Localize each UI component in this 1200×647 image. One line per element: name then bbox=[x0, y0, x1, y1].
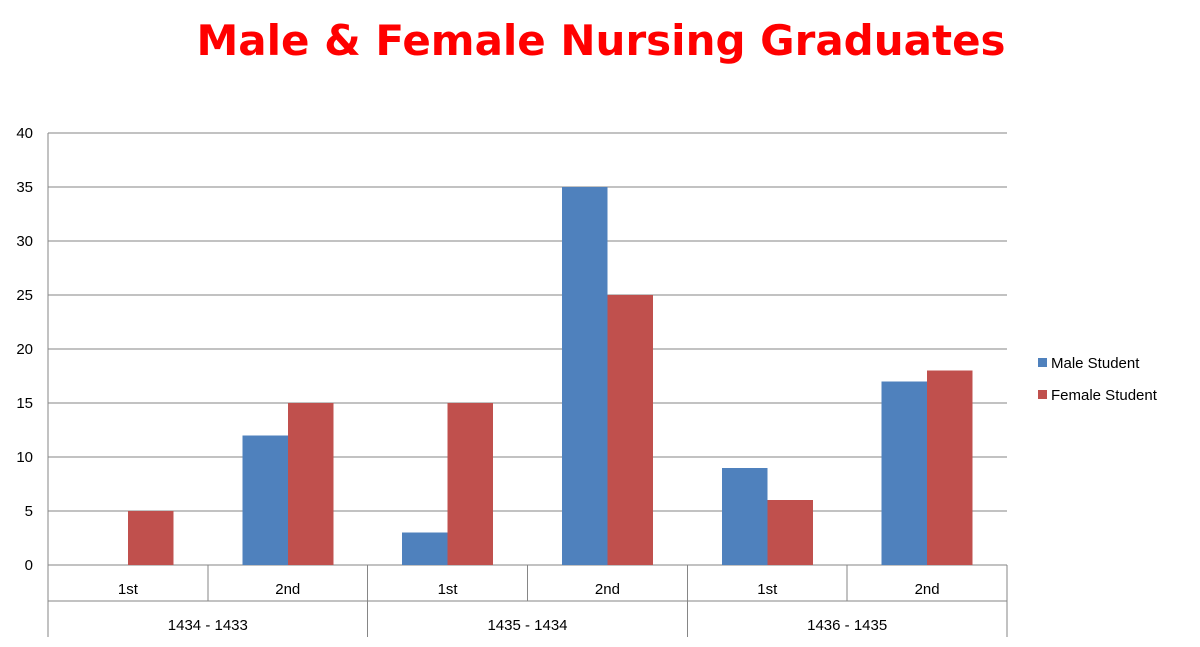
x-tick-label: 2nd bbox=[275, 581, 300, 598]
y-tick-label: 40 bbox=[16, 125, 33, 142]
bar-male bbox=[881, 381, 928, 565]
bar-female bbox=[127, 511, 174, 565]
legend-label: Male Student bbox=[1051, 355, 1140, 372]
x-tick-label: 2nd bbox=[915, 581, 940, 598]
gridlines bbox=[48, 132, 1007, 566]
bar-male bbox=[242, 435, 288, 565]
group-label: 1435 - 1434 bbox=[487, 617, 567, 634]
group-label: 1434 - 1433 bbox=[168, 617, 248, 634]
legend: Male Student Female Student bbox=[1038, 355, 1158, 404]
bar-male bbox=[721, 467, 768, 565]
bar-female bbox=[607, 295, 653, 565]
bars bbox=[127, 187, 973, 565]
legend-swatch bbox=[1038, 390, 1047, 399]
y-tick-label: 10 bbox=[16, 449, 33, 466]
legend-swatch bbox=[1038, 358, 1047, 367]
bar-female bbox=[287, 403, 334, 565]
bar-female bbox=[767, 500, 813, 565]
chart-title: Male & Female Nursing Graduates bbox=[196, 16, 1006, 65]
y-tick-label: 0 bbox=[25, 557, 33, 574]
y-tick-label: 15 bbox=[16, 395, 33, 412]
x-tick-label: 1st bbox=[438, 581, 459, 598]
y-tick-label: 30 bbox=[16, 233, 33, 250]
x-tick-label: 2nd bbox=[595, 581, 620, 598]
group-label: 1436 - 1435 bbox=[807, 617, 887, 634]
x-tick-label: 1st bbox=[118, 581, 139, 598]
legend-label: Female Student bbox=[1051, 387, 1158, 404]
y-tick-label: 25 bbox=[16, 287, 33, 304]
bar-male bbox=[561, 187, 608, 565]
y-tick-label: 20 bbox=[16, 341, 33, 358]
axes: 0 5 10 15 20 25 30 35 40 1st 2nd 1st 2nd 1st 2nd 1434 -… bbox=[16, 125, 1008, 637]
y-tick-label: 35 bbox=[16, 179, 33, 196]
bar-female bbox=[927, 370, 973, 565]
x-tick-label: 1st bbox=[757, 581, 778, 598]
y-tick-label: 5 bbox=[25, 503, 33, 520]
bar-male bbox=[402, 532, 448, 565]
bar-female bbox=[447, 403, 494, 565]
